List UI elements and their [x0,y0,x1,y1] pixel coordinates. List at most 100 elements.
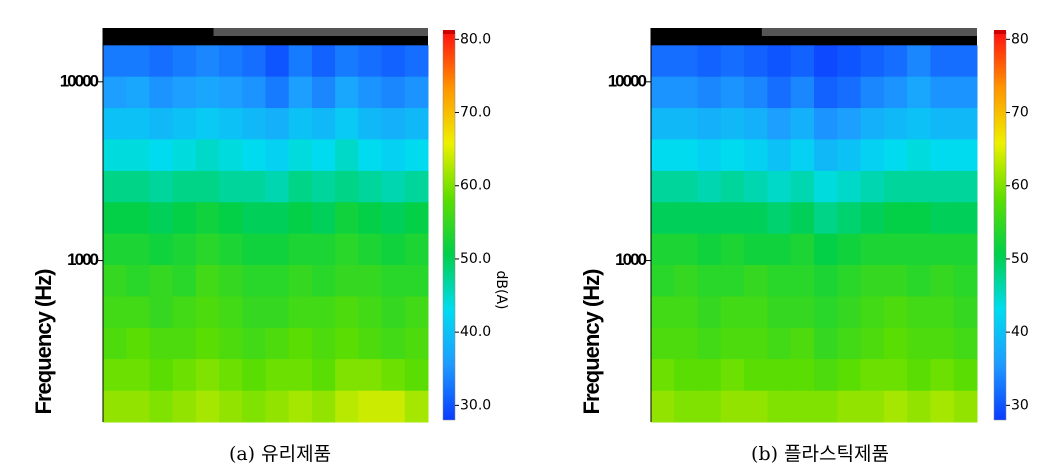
heatmap-cell [651,170,675,203]
heatmap-cell [195,76,220,109]
heatmap-cell [242,170,266,203]
heatmap-cell [907,390,931,423]
heatmap-cell [288,139,313,172]
heatmap-cell [651,108,675,140]
heatmap-cell [172,359,197,392]
heatmap-cell [953,76,978,109]
heatmap-cell [195,390,220,423]
heatmap-cell [814,233,838,266]
heatmap-cell [907,45,931,78]
heatmap-cell [381,296,406,329]
heatmap-cell [311,327,336,360]
heatmap-cell [172,390,197,423]
heatmap-cell [335,170,359,203]
heatmap-cell [103,45,127,78]
heatmap-cell [219,359,243,392]
heatmap-cell [860,264,885,297]
heatmap-cell [335,390,359,423]
heatmap-cell [720,359,745,392]
heatmap-cell [172,296,197,329]
heatmap-cell [335,296,359,329]
heatmap-cell [265,233,290,266]
heatmap-cell [404,264,429,297]
heatmap-cell [953,296,978,329]
heatmap-cell [837,359,862,392]
heatmap-cell [103,296,127,329]
heatmap-cell [930,390,955,423]
heatmap-cell [311,390,336,423]
colorbar-tick-label: 30.0 [460,397,491,413]
heatmap-cell [651,139,675,172]
heatmap-cell [860,390,885,423]
heatmap-cell [311,170,336,203]
heatmap-cell [242,359,266,392]
y-tick-label: 1000 [615,250,646,269]
heatmap-cell [883,108,908,140]
heatmap-cell [288,359,313,392]
heatmap-cell [651,202,675,235]
heatmap-cell [149,359,174,392]
heatmap-cell [195,296,220,329]
heatmap-cell [907,76,931,109]
colorbar-tick-label: 70.0 [460,105,491,121]
heatmap-cell [814,76,838,109]
heatmap-cell [381,264,406,297]
heatmap-cell [358,139,383,172]
heatmap-cell [265,170,290,203]
heatmap-cell [651,390,675,423]
colorbar-tick-label: 80 [1011,31,1029,47]
heatmap-cell [195,327,220,360]
heatmap-cell [172,170,197,203]
heatmap-cell [288,76,313,109]
heatmap-cell [242,108,266,140]
heatmap-cell [790,108,815,140]
heatmap-cell [860,327,885,360]
heatmap-cell [767,139,792,172]
heatmap-cell [172,264,197,297]
heatmap-cell [404,359,429,392]
colorbar [442,31,456,421]
heatmap-cell [953,327,978,360]
heatmap-cell [720,296,745,329]
heatmap-cell [814,327,838,360]
heatmap-cell [288,233,313,266]
heatmap-cell [953,264,978,297]
y-axis-label: Frequency (Hz) [31,269,56,415]
heatmap-cell [697,233,722,266]
heatmap-cell [907,170,931,203]
heatmap-cell [126,202,150,235]
heatmap-cell [358,170,383,203]
heatmap-cell [790,233,815,266]
heatmap-cell [744,296,768,329]
heatmap-cell [404,76,429,109]
heatmap-cell [767,390,792,423]
heatmap-cell [219,45,243,78]
heatmap-cell [883,45,908,78]
heatmap-cell [674,359,699,392]
heatmap-cell [381,233,406,266]
header-band [761,28,977,36]
heatmap-cell [335,76,359,109]
heatmap-cell [837,327,862,360]
heatmap-cell [767,45,792,78]
heatmap-cell [126,390,150,423]
colorbar-tick-label: 40.0 [460,324,491,340]
heatmap-cell [288,264,313,297]
heatmap-cell [860,233,885,266]
heatmap-cell [311,233,336,266]
heatmap-cell [381,202,406,235]
colorbar-tick-label: 40 [1011,324,1029,340]
heatmap-cell [930,233,955,266]
heatmap-cell [697,327,722,360]
heatmap-cell [358,202,383,235]
heatmap-cell [790,359,815,392]
heatmap-cell [651,264,675,297]
heatmap-cell [335,264,359,297]
heatmap-cell [767,202,792,235]
heatmap-cell [883,76,908,109]
heatmap-cell [767,108,792,140]
heatmap-cell [172,233,197,266]
heatmap-cell [195,139,220,172]
heatmap-cell [335,327,359,360]
heatmap-cell [149,45,174,78]
